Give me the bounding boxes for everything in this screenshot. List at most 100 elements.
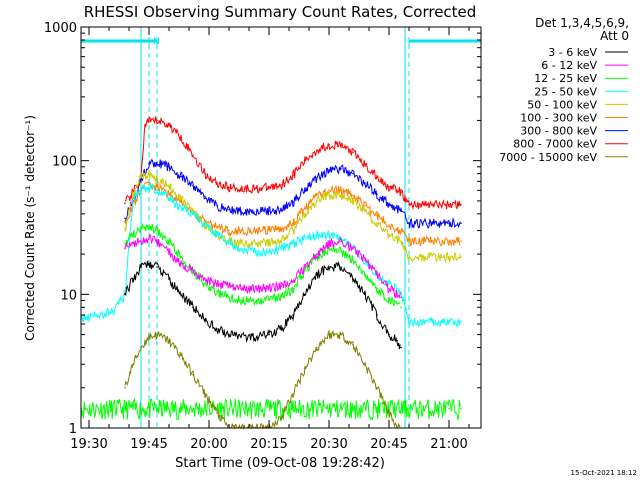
y-axis-label: Corrected Count Rate (s⁻¹ detector⁻¹) [23, 115, 37, 341]
data-point [460, 222, 462, 225]
data-point [352, 343, 354, 346]
data-point [396, 302, 398, 305]
data-point [140, 240, 142, 242]
data-point [204, 224, 206, 226]
data-point [328, 194, 330, 197]
data-point [460, 407, 462, 410]
series-line [80, 397, 462, 421]
data-point [316, 194, 318, 197]
data-point [316, 233, 318, 236]
data-point [280, 295, 282, 298]
data-point [396, 189, 398, 192]
data-point [156, 161, 158, 164]
legend-item: 6 - 12 keV [541, 59, 628, 72]
data-point [124, 220, 126, 223]
data-point [180, 206, 182, 208]
data-point [180, 136, 182, 138]
data-point [192, 213, 194, 215]
data-point [124, 217, 126, 220]
data-point [364, 204, 366, 207]
data-point [328, 169, 330, 171]
data-point [396, 293, 398, 296]
data-point [388, 224, 390, 226]
data-point [216, 182, 218, 184]
data-point [364, 293, 366, 296]
data-point [448, 321, 450, 323]
data-point [216, 290, 218, 293]
data-point [352, 194, 354, 197]
data-point [388, 411, 390, 414]
data-point [292, 222, 294, 225]
timestamp: 15-Oct-2021 18:12 [571, 469, 637, 477]
data-point [304, 207, 306, 210]
data-point [388, 299, 390, 302]
data-point [304, 266, 306, 268]
status-bar: N [148, 37, 160, 47]
data-point [240, 242, 242, 245]
data-point [148, 121, 150, 123]
data-point [256, 229, 258, 232]
data-point [400, 296, 402, 299]
data-point [376, 214, 378, 217]
x-tick-label: 19:45 [130, 437, 167, 452]
data-point [204, 172, 206, 175]
x-tick-label: 19:30 [70, 437, 107, 452]
data-point [132, 197, 134, 200]
data-point [460, 321, 462, 323]
data-point [228, 208, 230, 211]
data-point [280, 285, 282, 288]
data-point [340, 240, 342, 242]
data-point [428, 240, 430, 242]
data-point [228, 186, 230, 189]
data-point [376, 314, 378, 316]
status-bars: N [80, 37, 482, 47]
data-point [156, 240, 158, 242]
data-point [180, 354, 182, 357]
data-point [428, 321, 430, 323]
series-line [124, 116, 462, 211]
data-point [280, 416, 282, 419]
data-point [148, 262, 150, 265]
data-point [340, 189, 342, 192]
data-point [388, 333, 390, 336]
data-point [156, 176, 158, 179]
data-point [132, 363, 134, 366]
data-point [268, 229, 270, 232]
data-point [124, 229, 126, 232]
data-point [340, 333, 342, 336]
data-point [352, 200, 354, 202]
data-point [388, 203, 390, 206]
data-point [156, 333, 158, 336]
data-point [316, 274, 318, 276]
data-point [376, 288, 378, 290]
data-point [148, 336, 150, 338]
series-layer [80, 116, 462, 430]
x-tick-label: 20:15 [250, 437, 287, 452]
data-point [364, 259, 366, 262]
data-point [228, 333, 230, 336]
data-point [396, 288, 398, 290]
data-point [144, 124, 146, 126]
data-point [240, 336, 242, 338]
data-point [400, 306, 402, 309]
data-point [124, 242, 126, 245]
status-bar-label: N [153, 37, 160, 47]
data-point [256, 250, 258, 253]
data-point [256, 187, 258, 190]
data-point [400, 229, 402, 232]
data-point [192, 184, 194, 187]
data-point [256, 299, 258, 302]
data-point [228, 242, 230, 245]
legend-label: 800 - 7000 keV [513, 138, 597, 151]
data-point [280, 247, 282, 250]
y-tick-label: 10 [60, 288, 77, 303]
legend-label: 50 - 100 keV [527, 98, 597, 111]
data-point [148, 238, 150, 240]
data-point [400, 210, 402, 212]
data-point [124, 202, 126, 205]
data-point [156, 185, 158, 188]
data-point [268, 298, 270, 300]
data-point [132, 233, 134, 236]
